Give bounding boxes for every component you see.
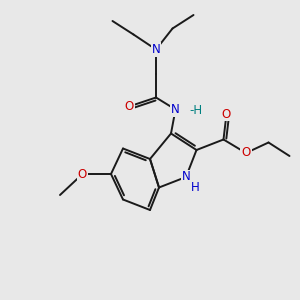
Text: N: N [171, 103, 180, 116]
Text: H: H [190, 181, 200, 194]
Text: -H: -H [189, 104, 202, 117]
Text: O: O [242, 146, 250, 160]
Text: O: O [124, 100, 134, 113]
Text: N: N [182, 170, 190, 184]
Text: N: N [152, 43, 160, 56]
Text: O: O [222, 107, 231, 121]
Text: O: O [78, 167, 87, 181]
